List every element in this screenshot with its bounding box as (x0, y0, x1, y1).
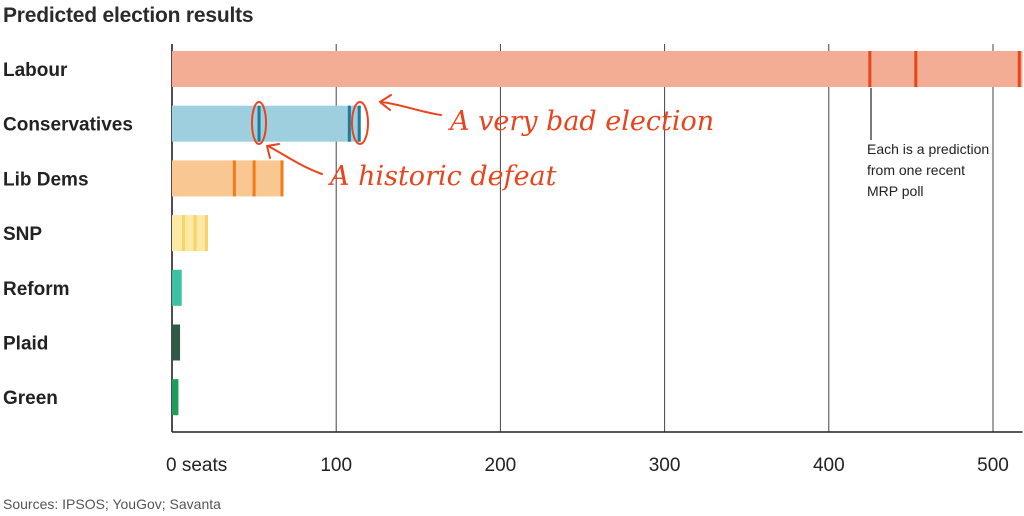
gridlines (171, 44, 994, 432)
range-bar-labour (172, 51, 1023, 87)
arrow-very-bad (380, 101, 442, 116)
prediction-mark-plaid-0 (177, 324, 181, 361)
sources-footnote: Sources: IPSOS; YouGov; Savanta (3, 496, 221, 512)
range-bar-snp (172, 215, 207, 252)
x-axis: 0 seats 100 200 300 400 500 (166, 431, 1023, 476)
party-label-conservatives: Conservatives (3, 115, 133, 136)
party-label-reform: Reform (3, 279, 70, 300)
note-line-3: MRP poll (867, 183, 924, 199)
x-tick-label: 200 (485, 455, 517, 476)
party-label-lib-dems: Lib Dems (3, 169, 89, 190)
prediction-mark-conservatives-1 (347, 105, 351, 142)
prediction-mark-lib-dems-0 (232, 160, 236, 197)
range-bar-lib-dems (172, 160, 283, 197)
chart-title: Predicted election results (3, 4, 254, 27)
party-label-snp: SNP (3, 224, 42, 245)
prediction-mark-green-0 (175, 379, 179, 416)
x-tick-label: 400 (813, 455, 845, 476)
range-bar-reform (172, 269, 181, 306)
prediction-mark-labour-1 (914, 51, 918, 87)
prediction-mark-labour-2 (1017, 51, 1021, 87)
note-line-2: from one recent (867, 162, 965, 178)
bars (172, 51, 1023, 416)
x-tick-label: 0 seats (166, 455, 227, 476)
prediction-mark-lib-dems-2 (280, 160, 284, 197)
prediction-mark-snp-1 (193, 215, 197, 252)
annotation-very-bad-election: A very bad election (447, 106, 714, 137)
party-label-labour: Labour (3, 60, 68, 81)
prediction-mark-conservatives-0 (257, 105, 261, 142)
circle-around-conservative-high (351, 101, 369, 145)
x-tick-label: 100 (320, 455, 352, 476)
arrow-very-bad-head (379, 94, 392, 111)
prediction-mark-reform-0 (178, 269, 182, 306)
prediction-mark-snp-2 (204, 215, 208, 252)
prediction-mark-lib-dems-1 (252, 160, 256, 197)
party-label-green: Green (3, 388, 58, 409)
party-label-plaid: Plaid (3, 334, 48, 355)
x-tick-label: 300 (649, 455, 681, 476)
range-bar-plaid (172, 324, 179, 361)
note-line-1: Each is a prediction (867, 141, 989, 157)
annotation-historic-defeat: A historic defeat (327, 161, 557, 192)
annotations: Each is a prediction from one recent MRP… (251, 88, 989, 199)
circle-around-conservative-low (251, 101, 267, 145)
prediction-mark-conservatives-2 (357, 105, 361, 142)
prediction-mark-labour-0 (868, 51, 872, 87)
range-bar-green (172, 379, 177, 416)
arrow-historic (267, 145, 323, 175)
arrow-historic-head (266, 143, 280, 159)
x-tick-label: 500 (977, 455, 1009, 476)
prediction-mark-snp-0 (181, 215, 185, 252)
party-labels: Labour Conservatives Lib Dems SNP Reform Plai… (3, 60, 133, 409)
